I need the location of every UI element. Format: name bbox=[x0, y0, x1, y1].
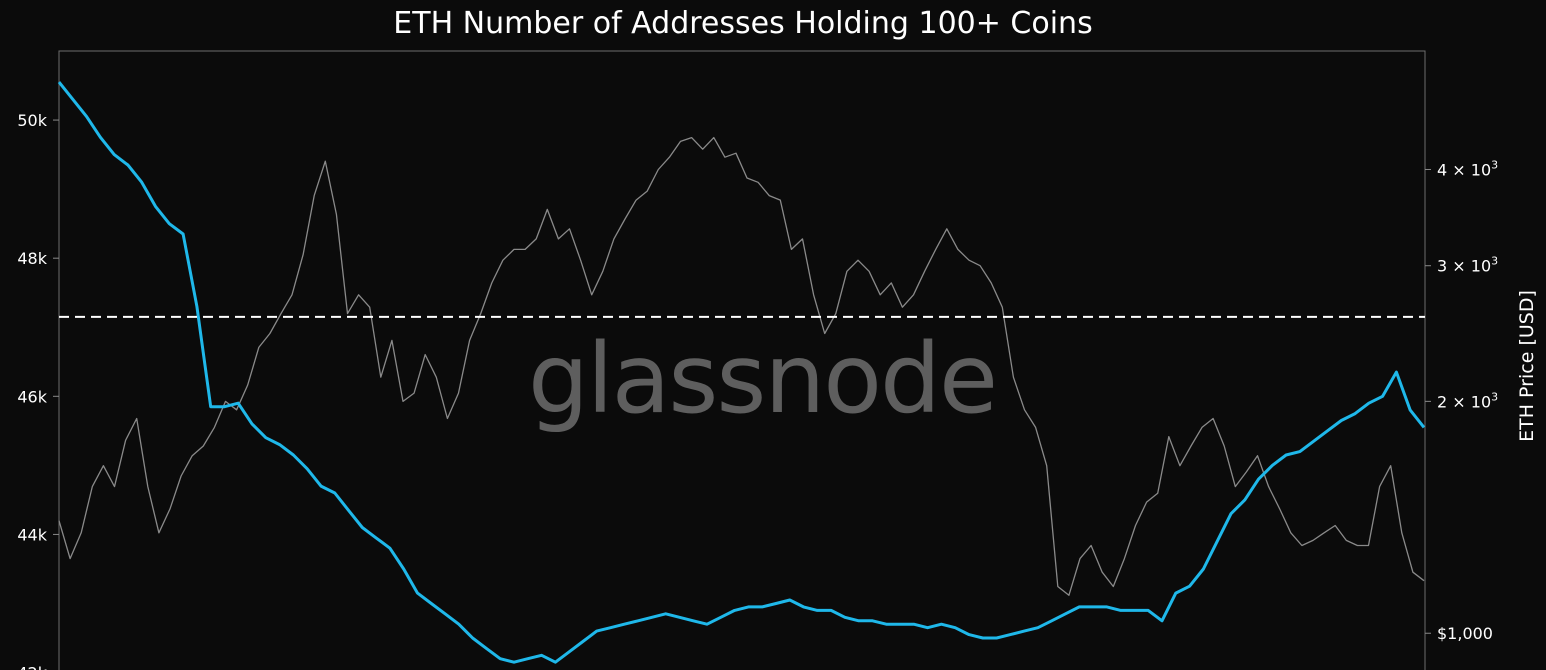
chart-title: ETH Number of Addresses Holding 100+ Coi… bbox=[393, 6, 1093, 41]
left-tick-label: 50k bbox=[17, 111, 47, 130]
left-tick-label: 44k bbox=[17, 525, 47, 544]
right-tick-label: 2 × 103 bbox=[1437, 390, 1498, 411]
right-tick-label: 4 × 103 bbox=[1437, 158, 1498, 179]
left-tick-label: 42k bbox=[17, 664, 47, 670]
left-tick-label: 48k bbox=[17, 249, 47, 268]
eth-price-line bbox=[58, 136, 1425, 596]
right-axis-ticks: $1,000 2 × 103 3 × 103 4 × 103 bbox=[1425, 158, 1498, 643]
left-axis-ticks: 42k 44k 46k 48k 50k bbox=[17, 111, 59, 670]
right-tick-label: $1,000 bbox=[1437, 624, 1493, 643]
glassnode-watermark: glassnode bbox=[528, 323, 996, 435]
series-layer bbox=[57, 81, 1426, 664]
right-axis-title: ETH Price [USD] bbox=[1516, 290, 1538, 442]
left-tick-label: 46k bbox=[17, 387, 47, 406]
right-tick-label: 3 × 103 bbox=[1437, 255, 1498, 276]
addresses-count-line bbox=[57, 81, 1426, 664]
plot-area-frame bbox=[58, 50, 1426, 670]
